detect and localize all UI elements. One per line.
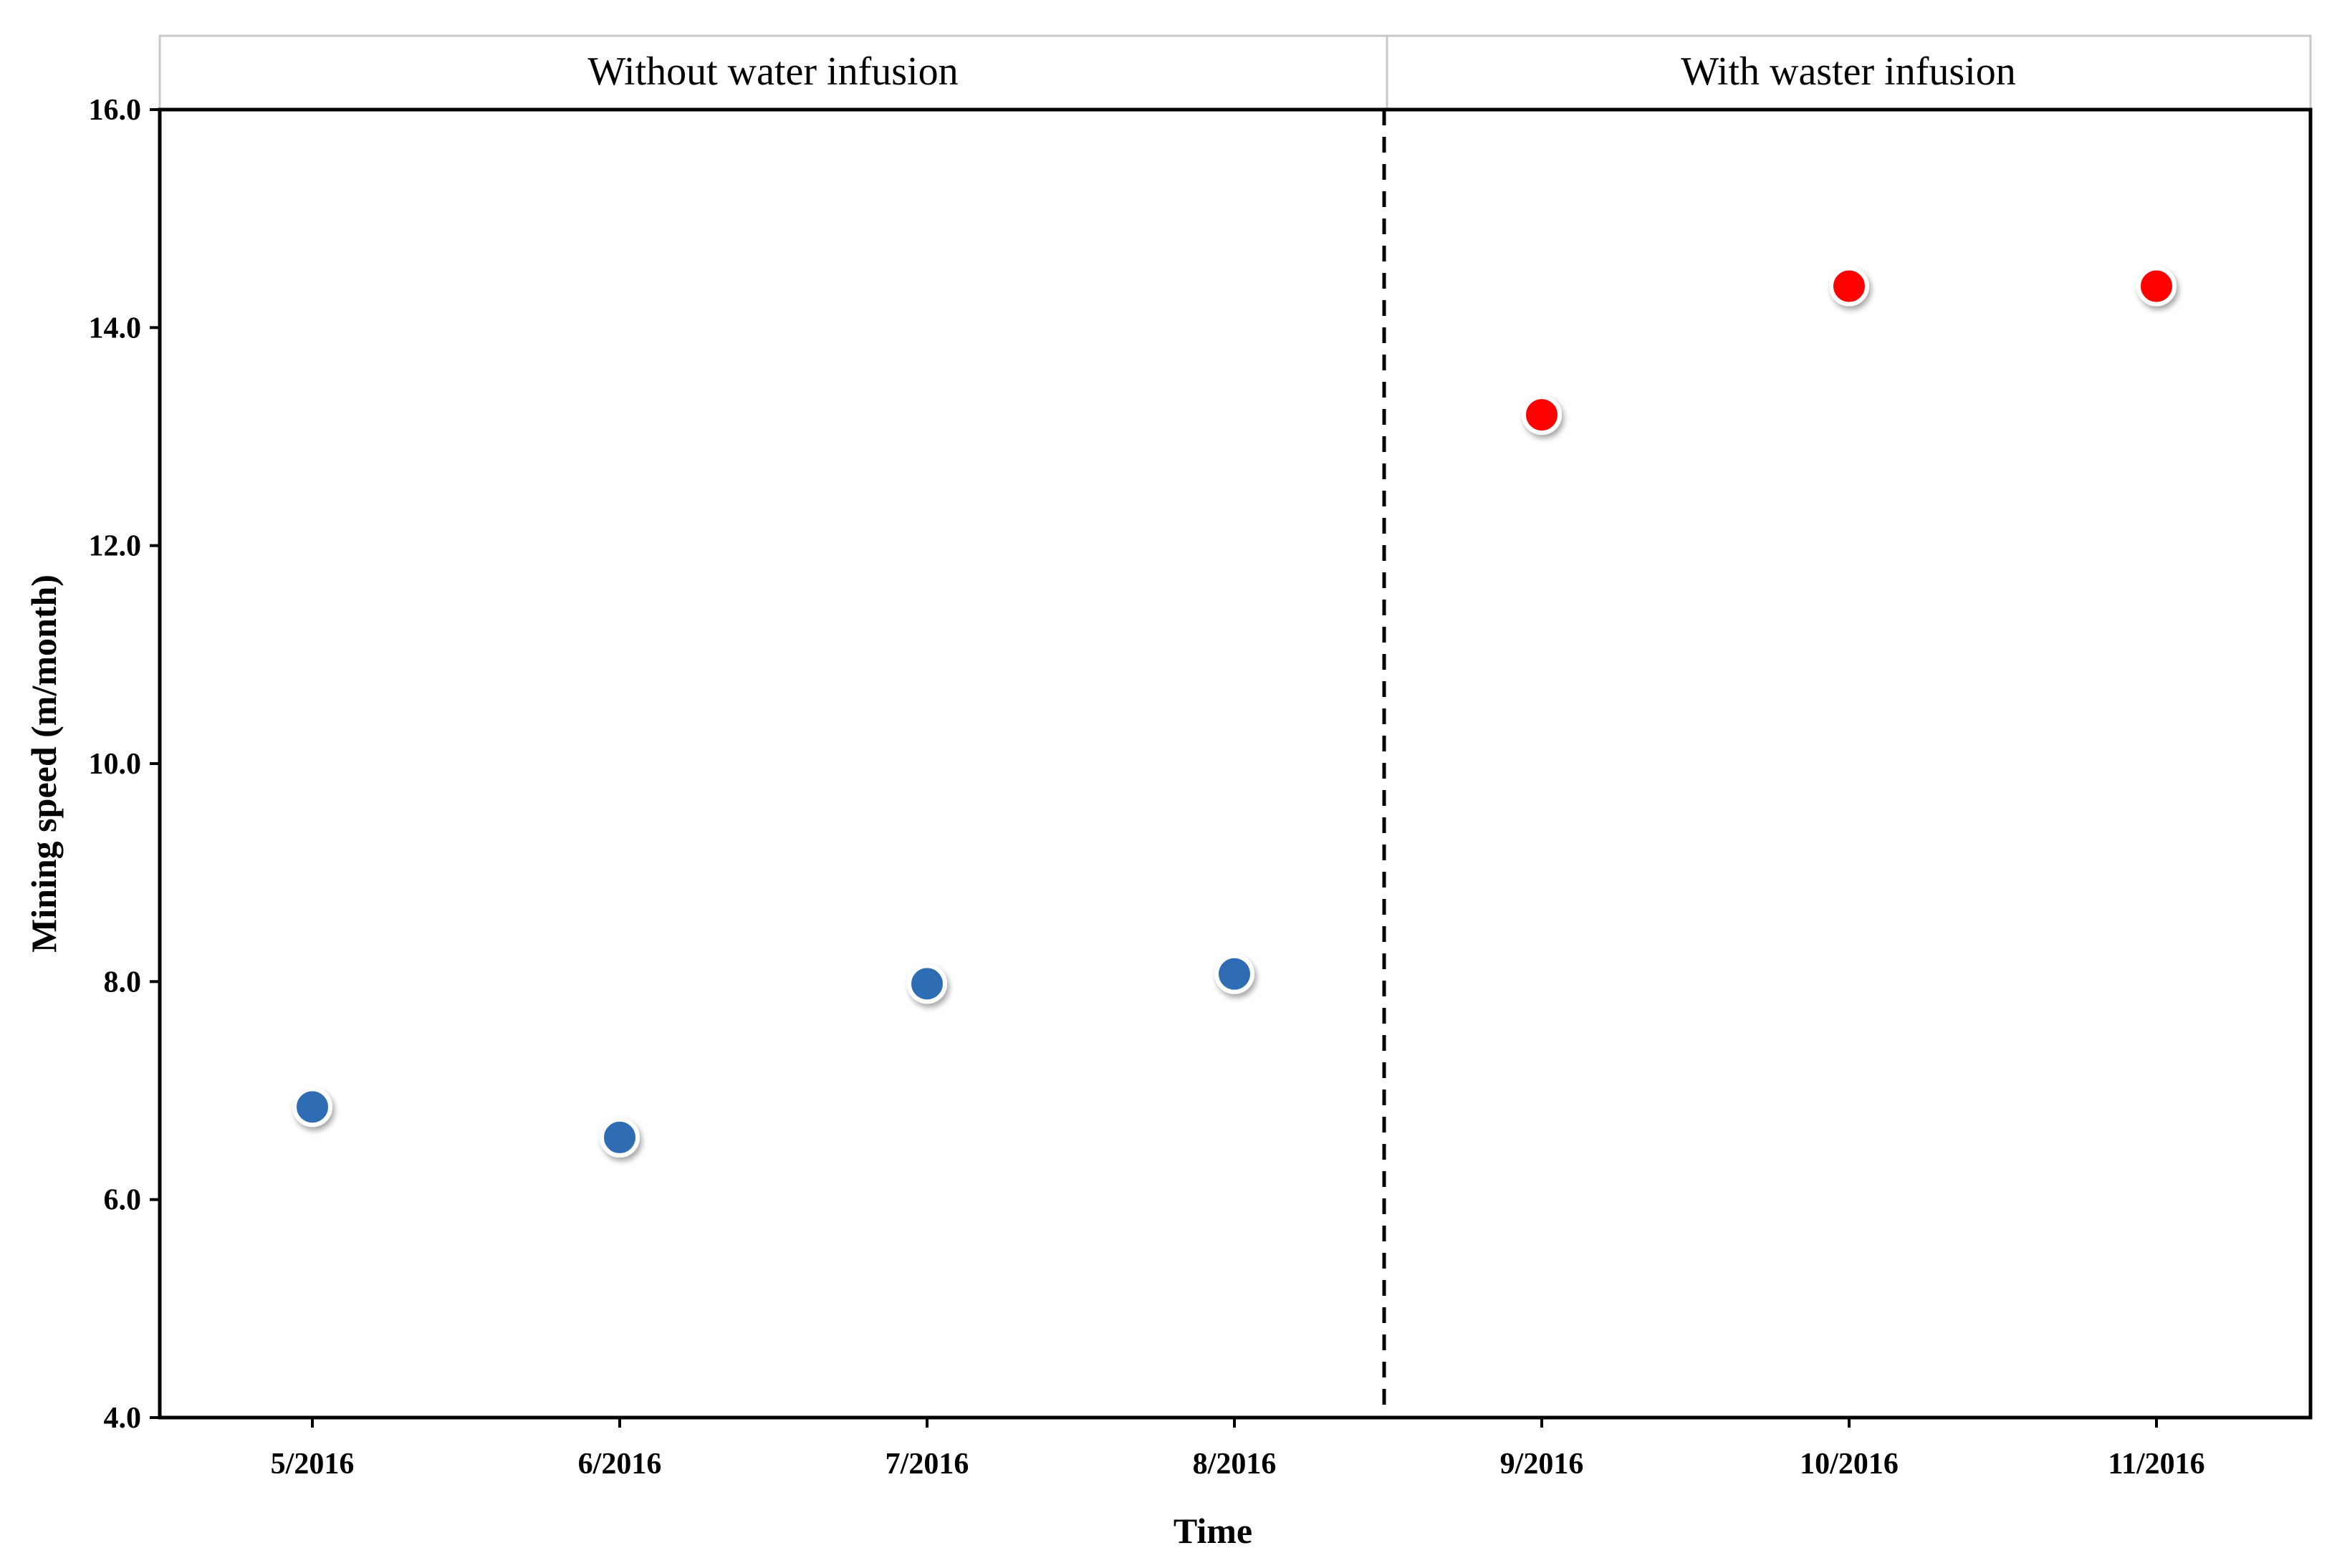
x-tick-label: 10/2016 — [1800, 1448, 1899, 1481]
data-points — [292, 266, 2177, 1158]
data-point-s0-1 — [600, 1117, 640, 1158]
data-point-s1-1 — [1829, 266, 1869, 307]
data-point-s0-0 — [292, 1087, 332, 1127]
y-tick-label: 8.0 — [104, 966, 142, 999]
x-tick-label: 5/2016 — [271, 1448, 355, 1481]
data-point-s1-2 — [2136, 266, 2177, 307]
x-tick-label: 11/2016 — [2108, 1448, 2204, 1481]
x-tick-label: 6/2016 — [578, 1448, 662, 1481]
y-tick-label: 12.0 — [89, 530, 142, 563]
x-tick-label: 9/2016 — [1500, 1448, 1584, 1481]
panel-label-right: With waster infusion — [1681, 49, 2015, 94]
y-tick-label: 16.0 — [89, 94, 142, 127]
y-tick-label: 14.0 — [89, 312, 142, 345]
y-tick-label: 10.0 — [89, 748, 142, 781]
y-tick-label: 6.0 — [104, 1184, 142, 1217]
panel-label-left: Without water infusion — [587, 49, 958, 94]
data-point-s0-2 — [907, 963, 947, 1004]
y-axis-ticks: 4.0 6.0 8.0 10.0 12.0 14.0 16.0 — [89, 94, 160, 1435]
x-tick-label: 8/2016 — [1193, 1448, 1277, 1481]
data-point-s0-3 — [1214, 953, 1254, 994]
y-tick-label: 4.0 — [104, 1402, 142, 1435]
x-tick-label: 7/2016 — [886, 1448, 969, 1481]
plot-area — [158, 107, 2313, 1420]
data-point-s1-0 — [1522, 395, 1562, 436]
panel-header-box — [158, 34, 2312, 111]
x-axis-ticks: 5/2016 6/2016 7/2016 8/2016 9/2016 10/2016 11/… — [271, 1418, 2205, 1481]
x-axis-title: Time — [1174, 1511, 1252, 1551]
y-axis-title: Mining speed (m/month) — [24, 574, 64, 953]
